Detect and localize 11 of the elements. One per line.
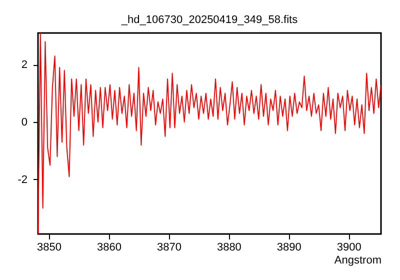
x-axis-title: Angstrom — [334, 254, 382, 266]
x-tick-label: 3880 — [216, 242, 242, 254]
x-tick-label: 3900 — [336, 242, 362, 254]
x-tick-label: 3890 — [276, 242, 302, 254]
x-tick-label: 3850 — [37, 242, 62, 254]
y-tick-label: -2 — [18, 174, 28, 186]
y-tick-label: 0 — [21, 116, 28, 129]
y-tick-label: 2 — [21, 59, 28, 72]
x-tick-label: 3870 — [156, 242, 182, 254]
x-tick-label: 3860 — [97, 242, 122, 254]
chart-title: _hd_106730_20250419_349_58.fits — [120, 14, 298, 26]
